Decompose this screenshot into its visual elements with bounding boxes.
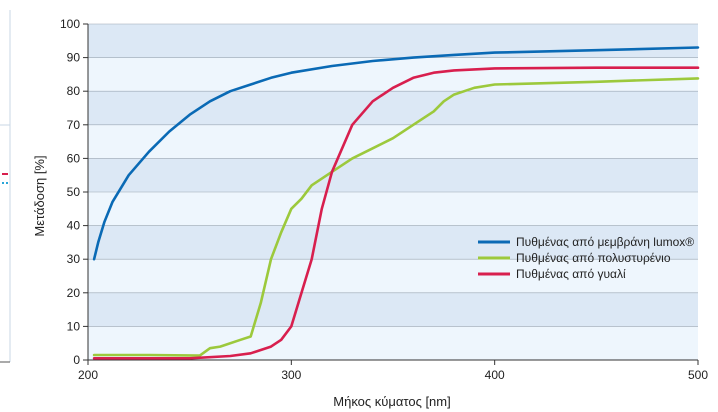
grid-band [88,91,698,125]
left-panel-fragment [0,10,11,363]
legend-label: Πυθμένας από πολυστυρένιο [516,251,671,265]
y-tick-label: 50 [67,185,81,199]
series-line-1 [92,46,700,261]
y-tick-label: 0 [73,353,80,367]
x-tick-label: 400 [485,368,505,382]
data-series [92,46,700,360]
gridlines [88,23,698,327]
y-tick-label: 30 [67,252,81,266]
x-tick-label: 300 [281,368,301,382]
series-line-2 [92,77,700,357]
y-tick-label: 40 [67,219,81,233]
grid-band [88,158,698,192]
legend-label: Πυθμένας από μεμβράνη lumox® [516,235,694,249]
y-tick-label: 20 [67,286,81,300]
y-tick-label: 80 [67,84,81,98]
x-axis-label: Μήκος κύματος [nm] [333,394,450,409]
grid-band [88,292,698,327]
grid-band [88,57,698,92]
grid-band [88,192,698,226]
grid-band [88,24,698,58]
x-tick-label: 500 [688,368,708,382]
legend: Πυθμένας από μεμβράνη lumox® Πυθμένας από… [478,235,694,281]
y-tick-label: 70 [67,118,81,132]
y-axis-label: Μετάδοση [%] [32,155,47,236]
y-tick-label: 90 [67,51,81,65]
y-axis-ticks: 0 10 20 30 40 50 60 70 80 90 100 [60,17,88,367]
series-line-3 [92,66,700,360]
y-tick-label: 10 [67,319,81,333]
legend-label: Πυθμένας από γυαλί [516,267,626,281]
grid-band [88,225,698,260]
background-bands [88,24,698,360]
x-tick-label: 200 [78,368,98,382]
y-tick-label: 100 [60,17,80,31]
x-axis-ticks: 200 300 400 500 [78,360,708,382]
grid-band [88,124,698,159]
y-tick-label: 60 [67,151,81,165]
grid-band [88,259,698,293]
